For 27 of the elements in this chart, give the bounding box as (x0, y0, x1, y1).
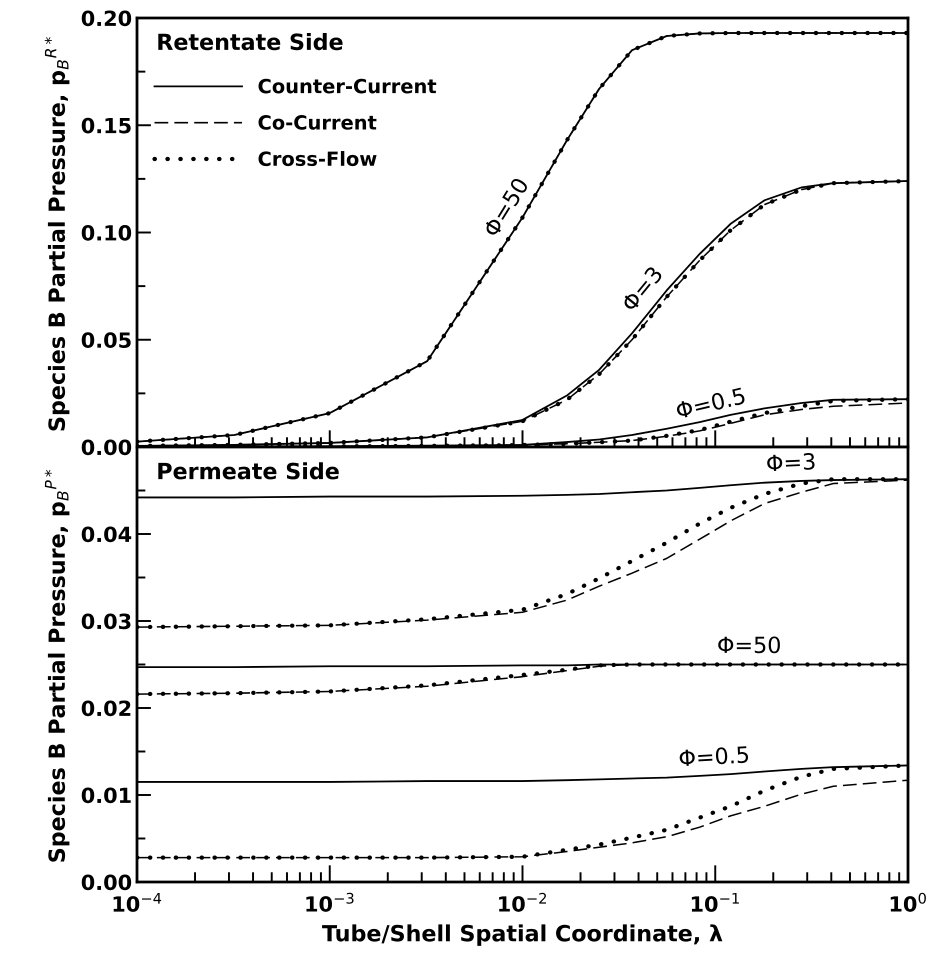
x-axis-title: Tube/Shell Spatial Coordinate, λ (322, 924, 722, 946)
y-tick-label: 0.03 (82, 613, 130, 630)
x-tick-label: 10$^{0}$ (890, 892, 926, 912)
legend-label: Co-Current (258, 115, 376, 130)
x-tick-label: 10$^{−3}$ (306, 892, 354, 912)
y-tick-label: 0.04 (82, 526, 132, 542)
annotation: Retentate Side (158, 33, 343, 50)
x-tick-label: 10$^{−1}$ (692, 892, 739, 912)
annotation: Φ=3 (766, 452, 815, 472)
x-tick-label: 10$^{−2}$ (499, 892, 546, 912)
legend-label: Cross-Flow (258, 151, 377, 166)
y-tick-label: 0.00 (82, 439, 132, 456)
y-tick-label: 0.15 (82, 118, 131, 134)
legend-label: Counter-Current (258, 78, 436, 94)
y-tick-label: 0.01 (82, 787, 131, 804)
y-tick-label: 0.02 (82, 700, 130, 716)
y-axis-title: Species B Partial Pressure, p$_{B}$$^{R*}$ (44, 37, 70, 430)
annotation: Φ=50 (718, 636, 780, 654)
y-tick-label: 0.20 (82, 10, 132, 26)
y-tick-label: 0.00 (82, 874, 132, 890)
annotation: Φ=0.5 (679, 746, 748, 767)
x-tick-label: 10$^{−4}$ (114, 892, 162, 912)
y-axis-title: Species B Partial Pressure, p$_{B}$$^{P*}$ (44, 470, 70, 862)
annotation: Φ=0.5 (675, 387, 746, 420)
annotation: Permeate Side (158, 462, 339, 480)
y-tick-label: 0.05 (82, 332, 131, 348)
y-tick-label: 0.10 (82, 224, 132, 241)
